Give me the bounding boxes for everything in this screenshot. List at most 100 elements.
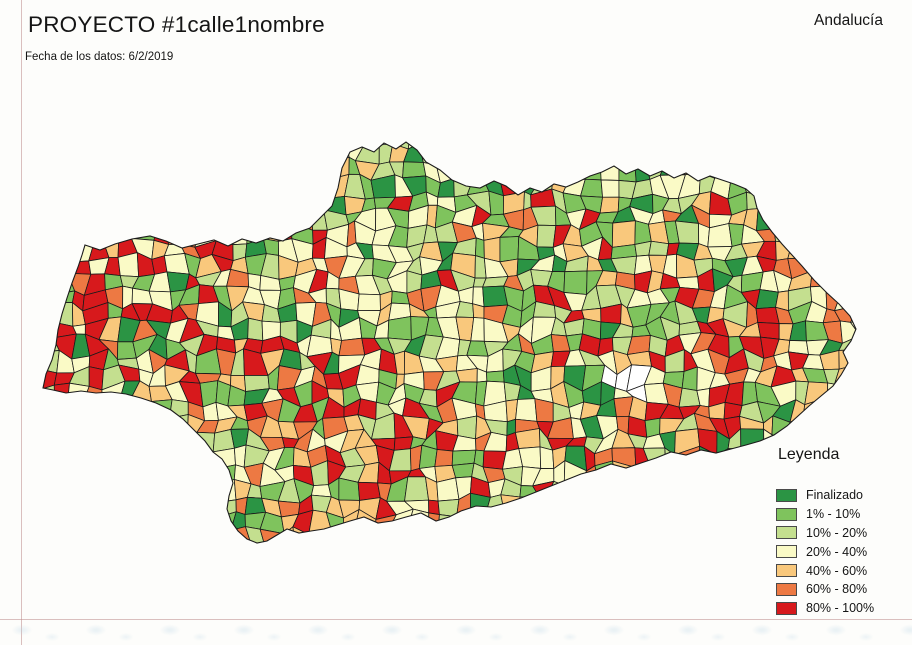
municipality-cell <box>67 382 90 404</box>
municipality-cell <box>634 157 651 183</box>
municipality-cell <box>618 157 637 183</box>
municipality-cell <box>338 337 366 357</box>
municipality-cell <box>434 449 454 467</box>
municipality-cell <box>515 428 541 449</box>
municipality-cell <box>600 179 620 198</box>
municipality-cell <box>407 142 423 150</box>
municipality-cell <box>387 316 412 341</box>
legend-label: 20% - 40% <box>806 544 868 559</box>
municipality-cell <box>519 495 541 520</box>
municipality-cell <box>291 205 314 231</box>
municipality-cell <box>674 161 702 176</box>
municipality-cell <box>210 464 236 486</box>
legend-title: Leyenda <box>778 446 840 463</box>
municipality-cell <box>322 144 350 162</box>
region-outline <box>42 141 857 544</box>
municipality-cell <box>515 398 538 422</box>
watermark-strip <box>0 621 912 645</box>
layout-guide-horizontal <box>0 619 912 620</box>
municipality-cell <box>567 156 586 182</box>
date-label: Fecha de los datos: 6/2/2019 <box>25 51 174 63</box>
region-label: Andalucía <box>814 12 883 29</box>
municipality-cell <box>194 451 214 471</box>
municipality-cell <box>773 227 793 244</box>
municipality-cell <box>483 236 501 263</box>
legend-swatch <box>776 545 797 559</box>
municipality-cell <box>787 241 814 260</box>
municipality-cell <box>518 446 542 469</box>
municipality-cell <box>488 190 504 216</box>
legend-items: Finalizado 1% - 10% 10% - 20% 20% - 40% 40% … <box>776 486 906 618</box>
legend-label: 40% - 60% <box>806 563 868 578</box>
municipality-cell <box>53 302 74 327</box>
municipality-cell <box>418 142 444 166</box>
municipality-cell <box>469 492 491 517</box>
municipality-cell <box>757 322 780 340</box>
municipality-cell <box>611 220 636 248</box>
municipality-cell <box>838 349 856 370</box>
legend-label: 60% - 80% <box>806 582 868 597</box>
municipality-cell <box>712 161 732 179</box>
municipality-cell <box>451 462 475 479</box>
municipality-cell <box>834 285 856 312</box>
municipality-cell <box>402 161 427 179</box>
municipality-cell <box>827 382 842 398</box>
municipality-cell <box>648 240 670 256</box>
municipality-cell <box>418 444 438 469</box>
municipality-cell <box>755 289 779 310</box>
legend-swatch <box>776 582 797 596</box>
municipality-cell <box>455 368 478 383</box>
municipality-cell <box>117 252 140 278</box>
municipality-cell <box>722 448 742 472</box>
municipality-cell <box>247 317 264 342</box>
municipality-cell <box>428 512 440 531</box>
municipality-cell <box>599 157 620 181</box>
page-title: PROYECTO #1calle1nombre <box>28 12 325 37</box>
legend-swatch <box>776 564 797 578</box>
municipality-cell <box>740 428 765 456</box>
municipality-cell <box>482 285 509 308</box>
legend-item: 40% - 60% <box>776 561 906 580</box>
municipality-cell <box>215 220 236 246</box>
municipality-cell <box>88 366 104 391</box>
municipality-cell <box>674 220 700 244</box>
legend-item: 10% - 20% <box>776 524 906 543</box>
legend-item: 80% - 100% <box>776 599 906 618</box>
municipality-cell <box>583 156 602 181</box>
legend-item: 20% - 40% <box>776 542 906 561</box>
legend-swatch <box>776 507 797 521</box>
municipality-cell <box>850 302 856 323</box>
municipality-cell <box>436 477 460 502</box>
municipality-cell <box>437 514 461 536</box>
municipality-cell <box>130 397 153 422</box>
municipality-cell <box>428 499 440 515</box>
municipality-cell <box>499 236 520 263</box>
municipality-cell <box>534 398 554 423</box>
municipality-cell <box>54 290 76 303</box>
municipality-cell <box>169 414 189 437</box>
legend-swatch <box>776 601 797 615</box>
layout-guide-vertical <box>21 0 22 645</box>
legend-label: 10% - 20% <box>806 525 868 540</box>
municipality-cell <box>456 415 478 440</box>
municipality-cell <box>599 196 620 214</box>
municipality-cell <box>539 446 555 470</box>
municipality-cell <box>486 370 505 383</box>
municipality-cell <box>500 494 523 517</box>
legend-item: 1% - 10% <box>776 505 906 524</box>
municipality-cell <box>536 224 557 248</box>
municipality-cell <box>839 320 856 344</box>
municipality-cell <box>707 223 733 248</box>
municipality-cell <box>523 191 532 211</box>
legend-swatch <box>776 526 797 540</box>
legend-item: 60% - 80% <box>776 580 906 599</box>
legend-label: 80% - 100% <box>806 601 875 616</box>
municipality-cell <box>475 237 485 259</box>
municipality-cells <box>43 142 856 543</box>
municipality-cell <box>357 293 381 312</box>
municipality-cell <box>275 221 293 242</box>
municipality-cell <box>700 161 716 179</box>
legend-label: 1% - 10% <box>806 507 861 522</box>
municipality-cell <box>232 220 248 246</box>
